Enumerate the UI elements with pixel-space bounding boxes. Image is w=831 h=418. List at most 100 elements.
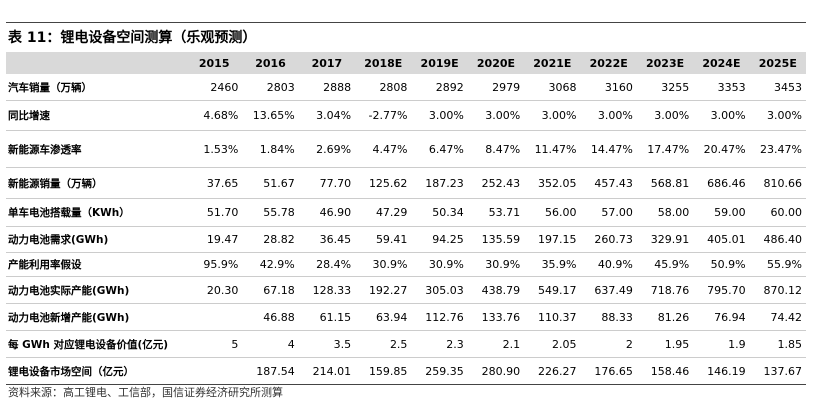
row-label: 新能源销量（万辆） — [6, 167, 186, 199]
table-cell: 3.00% — [636, 100, 694, 131]
table-cell: 14.47% — [580, 130, 637, 168]
column-header: 2024E — [693, 52, 750, 74]
table-row: 新能源车渗透率 1.53% 1.84% 2.69% 4.47% 6.47% 8.47% 11.… — [6, 130, 806, 168]
row-label: 新能源车渗透率 — [6, 130, 186, 168]
table-cell: 4.47% — [355, 130, 412, 168]
table-cell: 67.18 — [242, 276, 299, 304]
table-cell: 2803 — [242, 74, 299, 101]
table-cell: 42.9% — [242, 252, 299, 277]
row-label: 产能利用率假设 — [6, 252, 186, 277]
table-cell: 94.25 — [411, 226, 468, 253]
table-cell: 259.35 — [411, 357, 468, 385]
table-cell: 76.94 — [693, 303, 750, 331]
table-row: 动力电池新增产能(GWh) 46.88 61.15 63.94 112.76 133.76… — [6, 303, 806, 331]
table-cell: 53.71 — [467, 198, 525, 227]
table-row: 产能利用率假设 95.9% 42.9% 28.4% 30.9% 30.9% 30.9% 35.… — [6, 252, 806, 277]
table-cell: 486.40 — [749, 226, 806, 253]
header-corner — [6, 52, 186, 74]
table-cell: 2.05 — [524, 330, 581, 358]
table-cell: 20.47% — [693, 130, 750, 168]
row-label: 每 GWh 对应锂电设备价值(亿元) — [6, 330, 186, 358]
row-label: 动力电池新增产能(GWh) — [6, 303, 186, 331]
column-header: 2020E — [467, 52, 525, 74]
table-cell: 74.42 — [749, 303, 806, 331]
table-cell: 3.04% — [298, 100, 356, 131]
table-cell: 2808 — [355, 74, 412, 101]
table-cell: 568.81 — [636, 167, 694, 199]
column-header: 2018E — [355, 52, 412, 74]
table-cell: 187.23 — [411, 167, 468, 199]
table-cell: 30.9% — [355, 252, 412, 277]
column-header: 2017 — [298, 52, 356, 74]
table-cell: 214.01 — [298, 357, 356, 385]
table-cell: 11.47% — [524, 130, 581, 168]
table-cell: 3.00% — [580, 100, 637, 131]
table-cell: 112.76 — [411, 303, 468, 331]
table-cell: 2.1 — [467, 330, 525, 358]
table-cell: 405.01 — [693, 226, 750, 253]
table-cell: 60.00 — [749, 198, 806, 227]
table-cell: 8.47% — [467, 130, 525, 168]
table-cell: 226.27 — [524, 357, 581, 385]
table-cell: 51.67 — [242, 167, 299, 199]
table-row: 动力电池实际产能(GWh) 20.30 67.18 128.33 192.27 305.0… — [6, 276, 806, 304]
table-cell: 55.78 — [242, 198, 299, 227]
table-cell: 2892 — [411, 74, 468, 101]
table-cell: 17.47% — [636, 130, 694, 168]
column-header: 2023E — [636, 52, 694, 74]
table-cell: -2.77% — [355, 100, 412, 131]
table-row: 单车电池搭载量（KWh） 51.70 55.78 46.90 47.29 50.34 53.… — [6, 198, 806, 227]
table-cell: 3.00% — [467, 100, 525, 131]
table-cell: 50.9% — [693, 252, 750, 277]
table-row: 每 GWh 对应锂电设备价值(亿元) 5 4 3.5 2.5 2.3 2.1 2.05 2 1.9… — [6, 330, 806, 358]
table-cell: 28.82 — [242, 226, 299, 253]
table-cell: 3.00% — [411, 100, 468, 131]
table-row: 同比增速 4.68% 13.65% 3.04% -2.77% 3.00% 3.00% 3.00… — [6, 100, 806, 131]
table-cell: 110.37 — [524, 303, 581, 331]
table-cell: 2.69% — [298, 130, 356, 168]
table-body: 汽车销量（万辆） 2460 2803 2888 2808 2892 2979 3068 3160… — [6, 74, 806, 385]
table-cell: 2.3 — [411, 330, 468, 358]
table-cell: 637.49 — [580, 276, 637, 304]
table-cell: 36.45 — [298, 226, 356, 253]
table-cell: 252.43 — [467, 167, 525, 199]
table-cell: 3255 — [636, 74, 694, 101]
empty-cell — [186, 357, 243, 385]
table-row: 汽车销量（万辆） 2460 2803 2888 2808 2892 2979 3068 3160… — [6, 74, 806, 101]
table-cell: 137.67 — [749, 357, 806, 385]
table-cell: 56.00 — [524, 198, 581, 227]
table-cell: 3160 — [580, 74, 637, 101]
table-cell: 197.15 — [524, 226, 581, 253]
table-cell: 159.85 — [355, 357, 412, 385]
source-note: 资料来源：高工锂电、工信部，国信证券经济研究所测算 — [8, 386, 283, 399]
table-cell: 40.9% — [580, 252, 637, 277]
table-cell: 61.15 — [298, 303, 356, 331]
table-cell: 95.9% — [186, 252, 243, 277]
table-cell: 23.47% — [749, 130, 806, 168]
table-cell: 77.70 — [298, 167, 356, 199]
table-cell: 1.84% — [242, 130, 299, 168]
empty-cell — [186, 303, 243, 331]
table-cell: 187.54 — [242, 357, 299, 385]
table-cell: 2.5 — [355, 330, 412, 358]
row-label: 动力电池需求(GWh) — [6, 226, 186, 253]
table-cell: 88.33 — [580, 303, 637, 331]
table-cell: 13.65% — [242, 100, 299, 131]
table-cell: 1.85 — [749, 330, 806, 358]
table-cell: 30.9% — [411, 252, 468, 277]
table-cell: 192.27 — [355, 276, 412, 304]
table-cell: 46.88 — [242, 303, 299, 331]
column-header: 2016 — [242, 52, 299, 74]
table-cell: 4.68% — [186, 100, 243, 131]
table-cell: 35.9% — [524, 252, 581, 277]
table-cell: 3.00% — [749, 100, 806, 131]
header-row: 2015 2016 2017 2018E 2019E 2020E 2021E 2022E 202… — [6, 52, 806, 74]
table-cell: 795.70 — [693, 276, 750, 304]
table-cell: 2979 — [467, 74, 525, 101]
column-header: 2022E — [580, 52, 637, 74]
table-cell: 55.9% — [749, 252, 806, 277]
table-cell: 128.33 — [298, 276, 356, 304]
table-cell: 438.79 — [467, 276, 525, 304]
row-label: 同比增速 — [6, 100, 186, 131]
table-cell: 3353 — [693, 74, 750, 101]
